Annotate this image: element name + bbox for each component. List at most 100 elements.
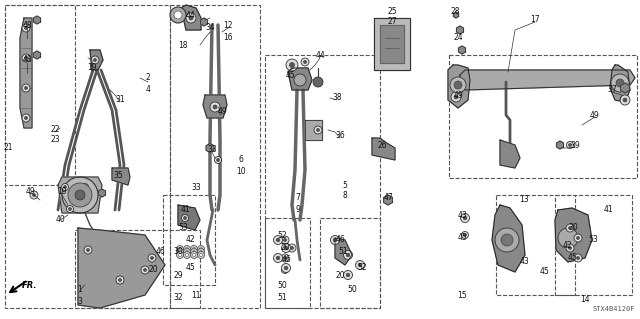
Text: 1: 1 (77, 286, 83, 294)
Circle shape (314, 126, 322, 134)
Circle shape (177, 251, 184, 258)
Circle shape (116, 276, 124, 284)
Text: 16: 16 (223, 33, 233, 42)
Circle shape (24, 86, 28, 90)
Text: 44: 44 (315, 50, 325, 60)
Circle shape (454, 95, 458, 99)
Text: 45: 45 (540, 268, 550, 277)
Text: 6: 6 (239, 155, 243, 165)
Text: 4: 4 (145, 85, 150, 94)
Text: 53: 53 (588, 235, 598, 244)
Polygon shape (380, 25, 404, 63)
Polygon shape (206, 144, 214, 152)
Circle shape (61, 183, 68, 190)
Circle shape (22, 54, 30, 62)
Circle shape (281, 254, 289, 262)
Text: 26: 26 (377, 140, 387, 150)
Polygon shape (90, 50, 103, 70)
Text: 49: 49 (217, 108, 227, 116)
Polygon shape (610, 65, 630, 102)
Text: 21: 21 (3, 144, 13, 152)
Circle shape (282, 243, 291, 253)
Text: 27: 27 (387, 18, 397, 26)
Bar (75, 230, 200, 308)
Circle shape (568, 226, 572, 229)
Polygon shape (200, 18, 207, 26)
Circle shape (191, 249, 198, 256)
Text: 8: 8 (342, 191, 348, 201)
Text: 31: 31 (115, 95, 125, 105)
Circle shape (282, 266, 289, 273)
Circle shape (574, 254, 582, 262)
Circle shape (276, 238, 280, 242)
Circle shape (273, 254, 282, 263)
Text: 11: 11 (191, 291, 201, 300)
Circle shape (281, 236, 289, 244)
Circle shape (198, 251, 205, 258)
Circle shape (189, 16, 193, 20)
Circle shape (313, 77, 323, 87)
Circle shape (91, 56, 99, 64)
Text: 44: 44 (185, 11, 195, 19)
Polygon shape (33, 51, 40, 59)
Circle shape (198, 249, 205, 256)
Circle shape (333, 238, 337, 242)
Circle shape (344, 271, 353, 279)
Circle shape (451, 92, 461, 102)
Text: 15: 15 (457, 291, 467, 300)
Circle shape (450, 77, 466, 93)
Text: 22: 22 (51, 125, 60, 135)
Polygon shape (181, 5, 201, 30)
Text: 33: 33 (191, 183, 201, 192)
Circle shape (577, 256, 579, 259)
Circle shape (284, 266, 288, 270)
Text: 51: 51 (277, 293, 287, 302)
Bar (5, 5, 170, 308)
Circle shape (461, 213, 470, 222)
Circle shape (177, 246, 184, 253)
Polygon shape (460, 70, 635, 90)
Circle shape (495, 228, 519, 252)
Circle shape (22, 114, 30, 122)
Polygon shape (383, 195, 392, 205)
Circle shape (284, 246, 288, 250)
Text: 18: 18 (179, 41, 188, 49)
Text: 48: 48 (22, 20, 32, 29)
Circle shape (63, 186, 67, 189)
Text: 46: 46 (282, 256, 292, 264)
Text: 53: 53 (178, 224, 188, 233)
Circle shape (118, 278, 122, 281)
Circle shape (623, 98, 627, 102)
Text: 37: 37 (607, 85, 617, 94)
Bar (496, 195, 575, 295)
Circle shape (186, 13, 196, 23)
Circle shape (577, 236, 579, 240)
Text: 30: 30 (173, 248, 183, 256)
Polygon shape (99, 189, 106, 197)
Text: 17: 17 (530, 16, 540, 25)
Bar (320, 218, 380, 308)
Text: 2: 2 (146, 73, 150, 83)
Circle shape (184, 217, 186, 219)
Text: 14: 14 (580, 295, 590, 305)
Text: 49: 49 (25, 188, 35, 197)
Circle shape (276, 256, 280, 260)
Circle shape (184, 251, 191, 258)
Polygon shape (178, 205, 200, 230)
Circle shape (93, 58, 97, 62)
Bar (449, 55, 637, 178)
Circle shape (568, 247, 572, 249)
Circle shape (191, 246, 198, 253)
Circle shape (620, 95, 630, 105)
Circle shape (355, 261, 365, 270)
Text: 23: 23 (50, 136, 60, 145)
Circle shape (62, 177, 98, 213)
Text: 41: 41 (180, 205, 190, 214)
Text: 48: 48 (22, 56, 32, 64)
Text: 45: 45 (185, 263, 195, 272)
Text: 20: 20 (280, 243, 290, 253)
Circle shape (24, 26, 28, 29)
Circle shape (461, 232, 468, 239)
Text: 10: 10 (236, 167, 246, 176)
Text: 45: 45 (568, 254, 578, 263)
